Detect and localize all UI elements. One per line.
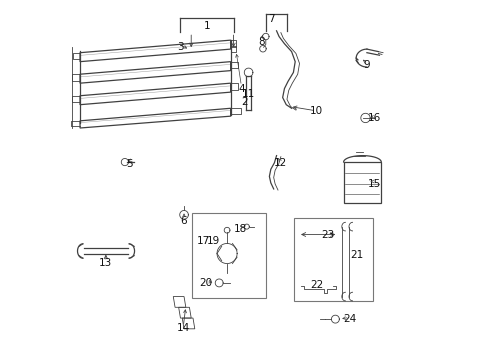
Text: 15: 15 [368, 179, 381, 189]
Text: 10: 10 [310, 106, 323, 116]
Text: 24: 24 [343, 314, 356, 324]
Text: 5: 5 [126, 159, 133, 169]
Text: 16: 16 [368, 113, 381, 123]
Text: 12: 12 [273, 158, 287, 168]
Bar [192, 213, 266, 298]
Text: 23: 23 [321, 230, 334, 239]
Text: 13: 13 [99, 258, 113, 268]
Text: 9: 9 [364, 60, 370, 70]
Text: 22: 22 [310, 280, 323, 290]
Text: 11: 11 [242, 89, 255, 99]
Text: 1: 1 [204, 21, 211, 31]
Text: 19: 19 [207, 236, 220, 246]
Bar [294, 219, 373, 301]
Text: 4: 4 [238, 84, 245, 94]
Text: 6: 6 [181, 216, 187, 226]
Text: 8: 8 [258, 37, 265, 47]
Text: 2: 2 [242, 97, 248, 107]
Text: 17: 17 [197, 236, 210, 246]
Text: 18: 18 [234, 224, 247, 234]
Bar [343, 162, 381, 203]
Text: 14: 14 [177, 323, 190, 333]
Text: 21: 21 [350, 250, 364, 260]
Text: 3: 3 [177, 42, 184, 52]
Text: 20: 20 [200, 278, 213, 288]
Text: 7: 7 [269, 14, 275, 24]
